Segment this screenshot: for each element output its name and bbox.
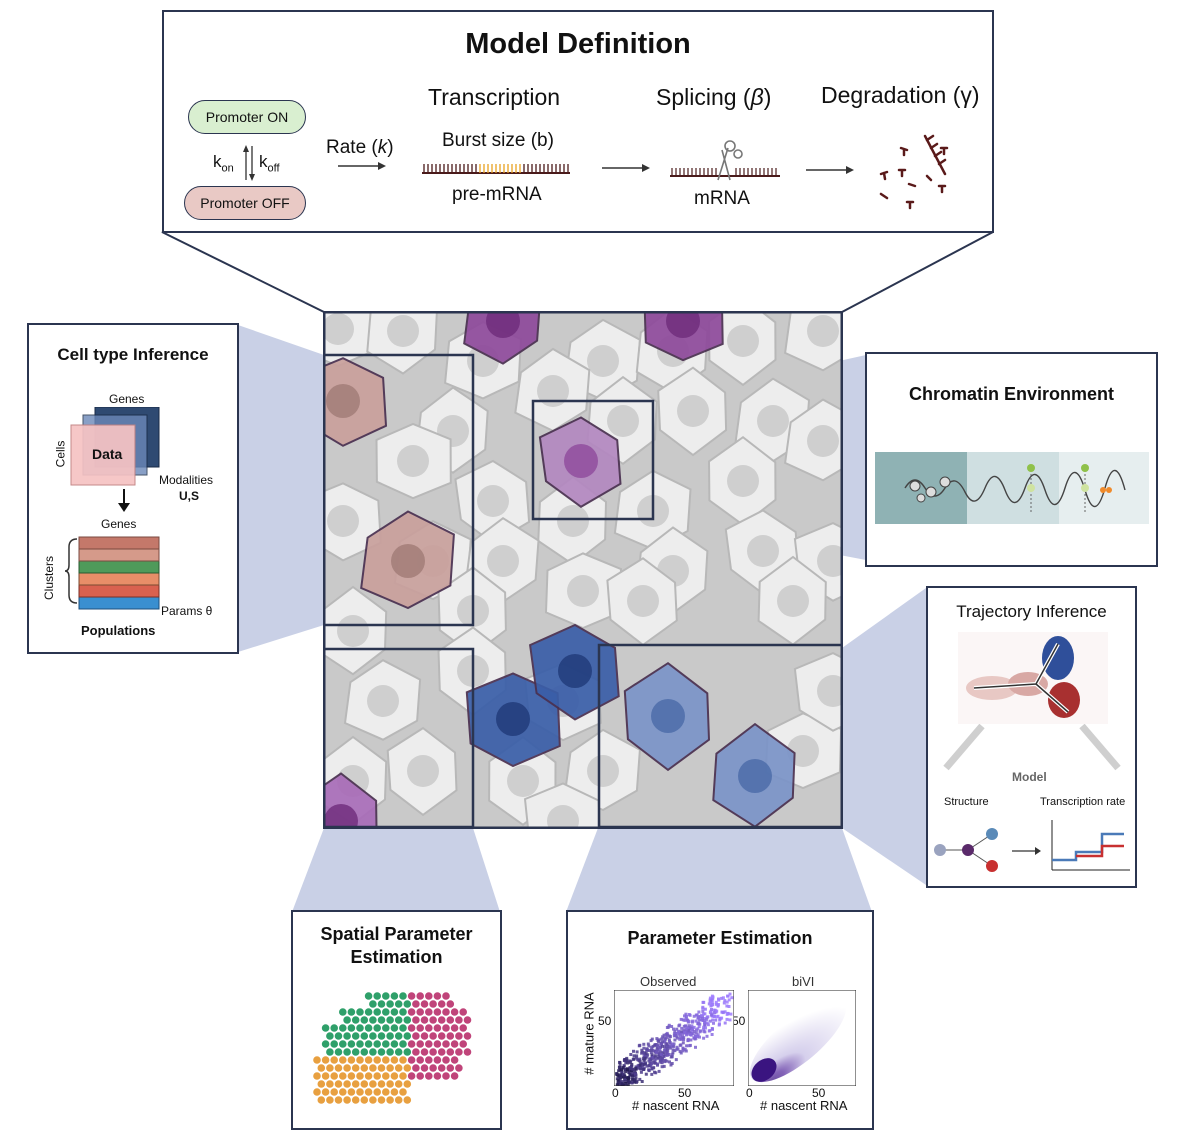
promoter-off-label: Promoter OFF bbox=[200, 195, 290, 211]
cells-label: Cells bbox=[53, 440, 68, 468]
genes-bottom-label: Genes bbox=[101, 517, 137, 531]
highlight-box-celltype bbox=[323, 353, 475, 627]
genes-top-label: Genes bbox=[109, 392, 145, 406]
parameter-estimation-panel: Parameter Estimation Observed biVI # mat… bbox=[566, 910, 874, 1130]
transcription-rate-label: Transcription rate bbox=[1040, 796, 1126, 808]
cell-type-panel: Cell type Inference Genes Cells Data Mod… bbox=[27, 323, 239, 654]
model-label: Model bbox=[1012, 770, 1047, 784]
highlight-box-spatial bbox=[323, 647, 475, 829]
model-title: Model Definition bbox=[465, 28, 691, 60]
model-arms-icon bbox=[943, 724, 1121, 771]
splicing-label: Splicing (β) bbox=[656, 84, 772, 110]
observed-label: Observed bbox=[640, 974, 697, 989]
tick-0-observed-x: 0 bbox=[612, 1086, 619, 1100]
arrow-icon bbox=[338, 162, 386, 170]
structure-graph bbox=[934, 828, 998, 872]
promoter-on-pill: Promoter ON bbox=[188, 100, 306, 134]
params-label: Params θ bbox=[161, 604, 213, 618]
arrow-icon bbox=[602, 164, 650, 172]
bivi-heatmap bbox=[748, 990, 856, 1086]
burst-size-label: Burst size (b) bbox=[442, 130, 554, 151]
tick-0-bivi-x: 0 bbox=[746, 1086, 753, 1100]
switch-arrows-icon bbox=[243, 145, 255, 181]
spatial-title-line1: Spatial Parameter bbox=[320, 924, 473, 944]
rate-plot bbox=[1051, 820, 1130, 871]
k-off-label: koff bbox=[259, 152, 280, 175]
cluster-stack-icon bbox=[65, 536, 160, 610]
param-est-title: Parameter Estimation bbox=[627, 928, 813, 948]
rate-label: Rate (k) bbox=[326, 137, 394, 158]
tick-50-observed-y: 50 bbox=[598, 1014, 612, 1028]
x-axis-label-observed: # nascent RNA bbox=[632, 1098, 720, 1113]
cell-type-title: Cell type Inference bbox=[57, 345, 209, 364]
tissue-image bbox=[323, 311, 843, 829]
chromatin-strip bbox=[875, 452, 1149, 524]
degraded-fragments-icon bbox=[879, 134, 949, 210]
trajectory-title: Trajectory Inference bbox=[956, 602, 1107, 621]
observed-heatmap bbox=[614, 990, 734, 1086]
chromatin-panel: Chromatin Environment bbox=[865, 352, 1158, 567]
connector-spatial bbox=[292, 828, 500, 912]
clusters-label: Clusters bbox=[42, 555, 57, 601]
bivi-label: biVI bbox=[792, 974, 815, 989]
populations-label: Populations bbox=[81, 623, 156, 638]
data-cube-icon bbox=[70, 407, 160, 486]
trajectory-panel: Trajectory Inference Model Structure Tra… bbox=[926, 586, 1137, 888]
tick-50-observed-x: 50 bbox=[678, 1086, 692, 1100]
y-axis-label: # mature RNA bbox=[581, 992, 597, 1075]
modalities-label: Modalities bbox=[159, 473, 214, 487]
promoter-off-pill: Promoter OFF bbox=[184, 186, 306, 220]
pre-mrna-label: pre-mRNA bbox=[452, 184, 542, 205]
model-definition-panel: Model Definition Promoter ON kon koff Pr… bbox=[162, 10, 994, 233]
trajectory-embedding bbox=[958, 632, 1108, 724]
data-label: Data bbox=[92, 446, 123, 462]
spatial-title-line2: Estimation bbox=[350, 947, 443, 967]
spatial-spot-map bbox=[313, 992, 472, 1104]
scissors-icon bbox=[670, 140, 780, 181]
highlight-box-chromatin bbox=[531, 399, 655, 521]
spatial-panel: Spatial Parameter Estimation bbox=[291, 910, 502, 1130]
connector-param bbox=[566, 828, 872, 912]
transcription-label: Transcription bbox=[428, 84, 561, 110]
down-arrow-icon bbox=[118, 489, 130, 512]
highlight-box-trajectory bbox=[597, 643, 843, 829]
structure-label: Structure bbox=[944, 796, 989, 808]
connector-cell-type bbox=[238, 325, 324, 652]
degradation-label: Degradation (γ) bbox=[821, 82, 980, 108]
pre-mrna-strand bbox=[422, 164, 570, 174]
arrow-icon bbox=[806, 166, 854, 174]
x-axis-label-bivi: # nascent RNA bbox=[760, 1098, 848, 1113]
tick-50-bivi-x: 50 bbox=[812, 1086, 826, 1100]
connector-trajectory bbox=[842, 588, 926, 885]
tick-50-bivi-y: 50 bbox=[732, 1014, 746, 1028]
chromatin-title: Chromatin Environment bbox=[908, 384, 1114, 404]
us-label: U,S bbox=[179, 489, 200, 503]
connector-model bbox=[161, 231, 994, 313]
arrow-icon bbox=[1012, 847, 1041, 855]
k-on-label: kon bbox=[213, 152, 234, 175]
mrna-label: mRNA bbox=[694, 188, 750, 209]
promoter-on-label: Promoter ON bbox=[205, 109, 289, 125]
